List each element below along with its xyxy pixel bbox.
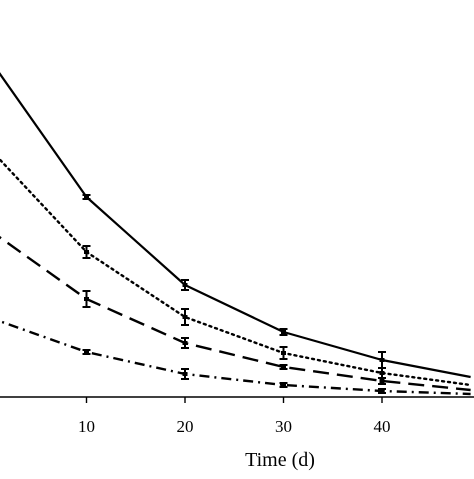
error-bar bbox=[279, 328, 288, 336]
series-1 bbox=[0, 72, 471, 379]
x-tick-label: 10 bbox=[78, 417, 95, 436]
x-tick-label: 40 bbox=[374, 417, 391, 436]
data-point bbox=[84, 195, 89, 199]
data-point bbox=[84, 350, 89, 354]
data-point bbox=[182, 315, 188, 319]
x-tick-label: 20 bbox=[177, 417, 194, 436]
data-point bbox=[281, 351, 286, 355]
error-bar bbox=[279, 346, 288, 360]
x-axis-title: Time (d) bbox=[245, 449, 315, 471]
error-bar bbox=[279, 364, 288, 370]
data-point bbox=[379, 358, 385, 362]
data-point bbox=[379, 389, 385, 393]
data-point bbox=[84, 250, 89, 254]
data-point bbox=[379, 379, 385, 383]
data-point bbox=[182, 372, 188, 376]
series-line bbox=[0, 319, 471, 396]
error-bar bbox=[82, 349, 91, 355]
data-point bbox=[281, 330, 286, 334]
error-bar bbox=[181, 337, 189, 349]
series-line bbox=[0, 72, 471, 379]
error-bar bbox=[181, 308, 189, 326]
series-4 bbox=[0, 319, 471, 396]
data-point bbox=[182, 283, 188, 287]
series-line bbox=[0, 236, 471, 392]
error-bar bbox=[181, 368, 189, 380]
x-tick-label: 30 bbox=[275, 417, 292, 436]
error-bar bbox=[378, 377, 386, 385]
data-point bbox=[84, 297, 89, 301]
data-point bbox=[379, 371, 385, 375]
error-bar bbox=[279, 382, 288, 388]
series-3 bbox=[0, 236, 471, 392]
error-bar bbox=[181, 279, 189, 291]
data-point bbox=[281, 383, 286, 387]
data-point bbox=[281, 365, 286, 369]
data-point bbox=[182, 341, 188, 345]
series-2 bbox=[0, 158, 472, 387]
error-bar bbox=[378, 388, 386, 394]
error-bar bbox=[82, 245, 91, 259]
error-bar bbox=[82, 194, 91, 200]
error-bar bbox=[82, 290, 91, 308]
series-line bbox=[0, 158, 472, 387]
